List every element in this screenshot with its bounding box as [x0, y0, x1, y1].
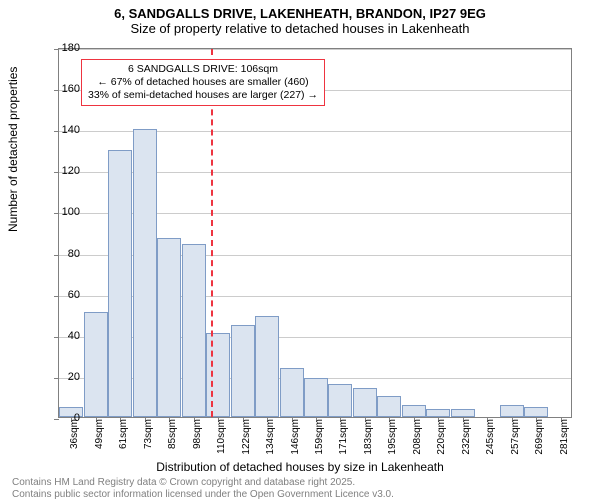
- x-tick-label: 61sqm: [118, 419, 122, 449]
- histogram-bar: [402, 405, 426, 417]
- x-tick-label: 110sqm: [216, 419, 220, 454]
- histogram-bar: [524, 407, 548, 417]
- annotation-line1: 6 SANDGALLS DRIVE: 106sqm: [88, 63, 318, 76]
- y-tick-label: 80: [68, 248, 80, 260]
- credit-line-2: Contains public sector information licen…: [0, 489, 394, 500]
- x-tick-label: 257sqm: [510, 419, 514, 455]
- histogram-bar: [231, 325, 255, 418]
- plot-area: 36sqm49sqm61sqm73sqm85sqm98sqm110sqm122s…: [58, 48, 572, 418]
- y-tick-label: 160: [62, 83, 80, 95]
- y-tick-mark: [54, 172, 59, 173]
- histogram-bar: [206, 333, 230, 417]
- histogram-bar: [182, 244, 206, 417]
- y-tick-mark: [54, 90, 59, 91]
- x-tick-label: 122sqm: [241, 419, 245, 455]
- histogram-bar: [304, 378, 328, 417]
- annotation-line2: ← 67% of detached houses are smaller (46…: [88, 76, 318, 89]
- y-tick-label: 100: [62, 206, 80, 218]
- y-tick-label: 180: [62, 42, 80, 54]
- y-axis-label: Number of detached properties: [6, 67, 20, 232]
- x-tick-label: 134sqm: [265, 419, 269, 455]
- y-tick-mark: [54, 419, 59, 420]
- y-tick-mark: [54, 378, 59, 379]
- x-tick-label: 208sqm: [412, 419, 416, 455]
- x-tick-label: 171sqm: [338, 419, 342, 455]
- y-tick-mark: [54, 213, 59, 214]
- histogram-bar: [377, 396, 401, 417]
- x-tick-label: 159sqm: [314, 419, 318, 455]
- y-tick-label: 40: [68, 330, 80, 342]
- histogram-bar: [328, 384, 352, 417]
- gridline: [59, 49, 571, 50]
- x-tick-label: 269sqm: [534, 419, 538, 455]
- x-tick-label: 98sqm: [192, 419, 196, 449]
- x-tick-label: 183sqm: [363, 419, 367, 455]
- y-tick-label: 60: [68, 289, 80, 301]
- chart-container: 6, SANDGALLS DRIVE, LAKENHEATH, BRANDON,…: [0, 0, 600, 500]
- x-tick-label: 146sqm: [290, 419, 294, 455]
- x-tick-label: 245sqm: [485, 419, 489, 455]
- x-tick-label: 220sqm: [436, 419, 440, 455]
- chart-title-line2: Size of property relative to detached ho…: [0, 21, 600, 36]
- y-tick-label: 140: [62, 124, 80, 136]
- histogram-bar: [426, 409, 450, 417]
- y-tick-mark: [54, 296, 59, 297]
- histogram-bar: [280, 368, 304, 417]
- chart-title-line1: 6, SANDGALLS DRIVE, LAKENHEATH, BRANDON,…: [0, 6, 600, 21]
- x-tick-label: 49sqm: [94, 419, 98, 449]
- title-block: 6, SANDGALLS DRIVE, LAKENHEATH, BRANDON,…: [0, 0, 600, 36]
- histogram-bar: [255, 316, 279, 417]
- credit-line-1: Contains HM Land Registry data © Crown c…: [0, 477, 355, 488]
- x-tick-label: 232sqm: [461, 419, 465, 455]
- annotation-box: 6 SANDGALLS DRIVE: 106sqm ← 67% of detac…: [81, 59, 325, 106]
- y-tick-label: 120: [62, 165, 80, 177]
- y-tick-mark: [54, 49, 59, 50]
- histogram-bar: [84, 312, 108, 417]
- histogram-bar: [157, 238, 181, 417]
- y-tick-label: 20: [68, 371, 80, 383]
- x-tick-label: 85sqm: [167, 419, 171, 449]
- histogram-bar: [108, 150, 132, 417]
- annotation-line3: 33% of semi-detached houses are larger (…: [88, 89, 318, 102]
- x-tick-label: 195sqm: [387, 419, 391, 455]
- y-tick-mark: [54, 131, 59, 132]
- histogram-bar: [133, 129, 157, 417]
- x-axis-label: Distribution of detached houses by size …: [0, 460, 600, 474]
- x-tick-label: 36sqm: [69, 419, 73, 449]
- histogram-bar: [500, 405, 524, 417]
- histogram-bar: [451, 409, 475, 417]
- y-tick-mark: [54, 337, 59, 338]
- histogram-bar: [353, 388, 377, 417]
- y-tick-mark: [54, 255, 59, 256]
- x-tick-label: 281sqm: [559, 419, 563, 455]
- y-tick-label: 0: [74, 412, 80, 424]
- x-tick-label: 73sqm: [143, 419, 147, 449]
